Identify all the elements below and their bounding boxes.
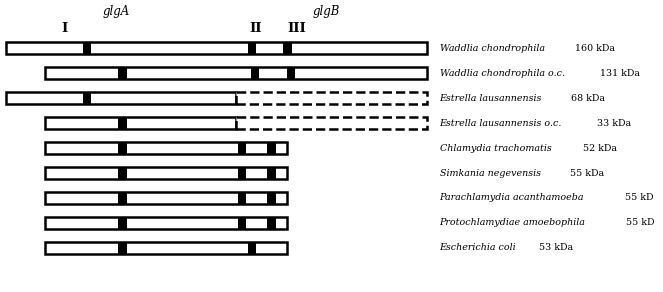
Text: Protochlamydiae amoebophila: Protochlamydiae amoebophila — [440, 218, 585, 227]
Text: 55 kD: 55 kD — [623, 218, 655, 227]
Bar — [45, 192, 288, 204]
Text: Waddlia chondrophila o.c.: Waddlia chondrophila o.c. — [440, 69, 565, 78]
Text: Simkania negevensis: Simkania negevensis — [440, 168, 540, 178]
Text: glgA: glgA — [102, 5, 130, 18]
Bar — [238, 142, 247, 154]
Bar — [118, 67, 127, 79]
Bar — [238, 217, 247, 229]
Bar — [236, 117, 426, 129]
Bar — [83, 92, 91, 104]
Bar — [118, 192, 127, 204]
Text: I: I — [61, 22, 68, 34]
Text: Escherichia coli: Escherichia coli — [440, 243, 516, 252]
Text: 55 kDa: 55 kDa — [567, 168, 604, 178]
Text: II: II — [249, 22, 261, 34]
Bar — [45, 67, 426, 79]
Bar — [248, 242, 256, 254]
Text: Parachlamydia acanthamoeba: Parachlamydia acanthamoeba — [440, 194, 584, 202]
Bar — [45, 242, 288, 254]
Text: Estrella lausannensis: Estrella lausannensis — [440, 94, 542, 103]
Bar — [45, 117, 236, 129]
Bar — [118, 142, 127, 154]
Text: Estrella lausannensis o.c.: Estrella lausannensis o.c. — [440, 119, 562, 128]
Bar — [83, 42, 91, 54]
Bar — [45, 167, 288, 179]
Text: Waddlia chondrophila: Waddlia chondrophila — [440, 44, 544, 53]
Bar — [45, 217, 288, 229]
Bar — [283, 42, 292, 54]
Bar — [238, 192, 247, 204]
Bar — [236, 92, 426, 104]
Bar — [118, 167, 127, 179]
Bar — [6, 42, 426, 54]
Bar — [251, 67, 259, 79]
Text: III: III — [288, 22, 306, 34]
Bar — [248, 42, 256, 54]
Text: 131 kDa: 131 kDa — [597, 69, 640, 78]
Bar — [267, 142, 276, 154]
Bar — [267, 217, 276, 229]
Bar — [118, 117, 127, 129]
Text: 68 kDa: 68 kDa — [568, 94, 605, 103]
Text: 53 kDa: 53 kDa — [536, 243, 573, 252]
Bar — [286, 67, 295, 79]
Text: 160 kDa: 160 kDa — [572, 44, 615, 53]
Text: 55 kD: 55 kD — [621, 194, 653, 202]
Bar — [267, 192, 276, 204]
Bar — [118, 217, 127, 229]
Bar — [118, 242, 127, 254]
Text: 33 kDa: 33 kDa — [593, 119, 631, 128]
Bar — [267, 167, 276, 179]
Bar — [238, 167, 247, 179]
Text: Chlamydia trachomatis: Chlamydia trachomatis — [440, 144, 552, 153]
Bar — [45, 142, 288, 154]
Text: glgB: glgB — [313, 5, 340, 18]
Text: 52 kDa: 52 kDa — [580, 144, 617, 153]
Bar — [6, 92, 236, 104]
